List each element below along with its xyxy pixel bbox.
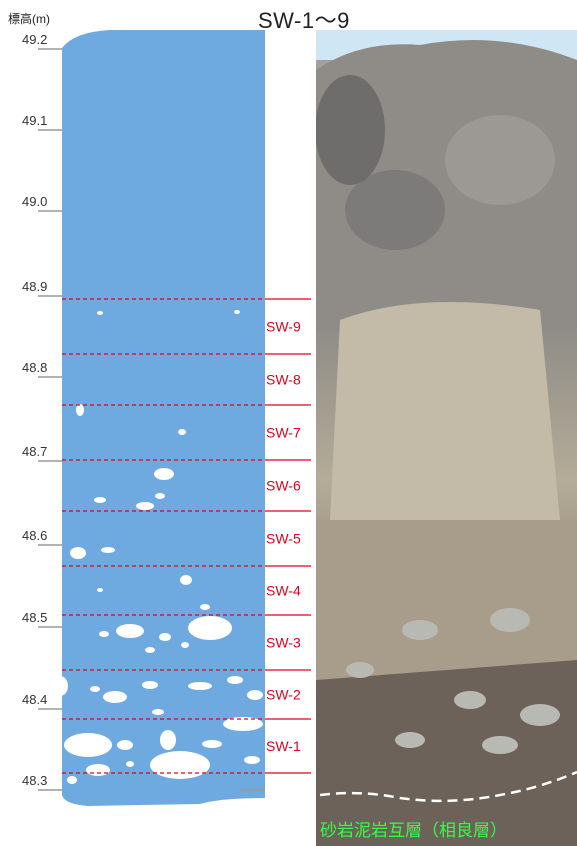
figure-title: SW-1～9 xyxy=(258,8,350,33)
axis-tick-label: 48.9 xyxy=(22,279,47,294)
sample-intervals: SW-9 SW-8 SW-7 SW-6 SW-5 SW-4 SW-3 SW-2 SW-1 xyxy=(62,298,311,774)
axis-tick-label: 49.1 xyxy=(22,113,47,128)
sample-label: SW-6 xyxy=(266,478,301,494)
sample-label: SW-1 xyxy=(266,738,301,754)
axis-tick-label: 49.0 xyxy=(22,194,47,209)
sample-label: SW-2 xyxy=(266,687,301,703)
axis-tick-label: 48.8 xyxy=(22,360,47,375)
gravel-clasts xyxy=(52,310,263,784)
sample-label: SW-8 xyxy=(266,372,301,388)
photo-label: 砂岩泥岩互層（相良層） xyxy=(320,821,507,840)
sample-label: SW-4 xyxy=(266,583,301,599)
axis-tick-label: 48.6 xyxy=(22,528,47,543)
axis-tick-label: 49.2 xyxy=(22,32,47,47)
sample-label: SW-9 xyxy=(266,319,301,335)
sample-label: SW-3 xyxy=(266,635,301,651)
elevation-axis: 49.2 49.1 49.0 48.9 48.8 48.7 48.6 48.5 48.4 48.3 xyxy=(22,32,265,791)
elevation-axis-label: 標高(m) xyxy=(8,12,50,26)
axis-tick-label: 48.5 xyxy=(22,610,47,625)
sample-label: SW-5 xyxy=(266,531,301,547)
axis-tick-label: 48.4 xyxy=(22,692,47,707)
axis-tick-label: 48.3 xyxy=(22,773,47,788)
stratigraphic-column xyxy=(52,30,265,806)
sample-label: SW-7 xyxy=(266,425,301,441)
axis-tick-label: 48.7 xyxy=(22,444,47,459)
outcrop-photo: 砂岩泥岩互層（相良層） xyxy=(316,30,577,846)
